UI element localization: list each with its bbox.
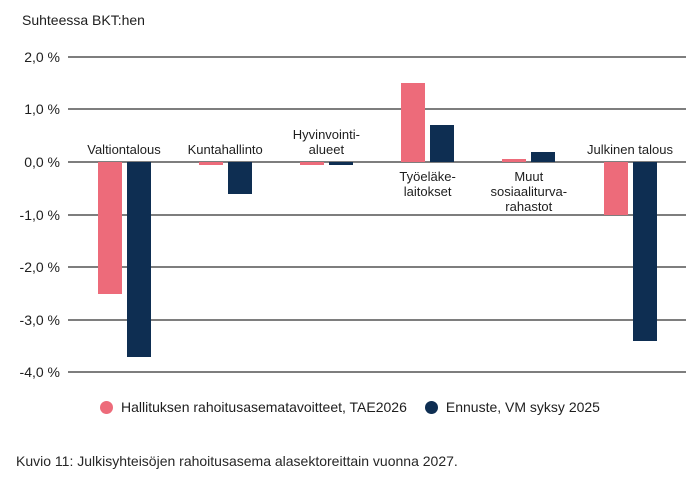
category-label: Valtiontalous xyxy=(87,142,161,157)
bar xyxy=(430,125,455,162)
y-axis-tick-label: 0,0 % xyxy=(24,154,60,170)
bar xyxy=(603,162,628,215)
category-label: Hyvinvointi- alueet xyxy=(292,127,360,157)
y-axis-tick-label: -1,0 % xyxy=(19,207,60,223)
figure-caption: Kuvio 11: Julkisyhteisöjen rahoitusasema… xyxy=(16,453,458,469)
legend-dot-icon xyxy=(424,400,438,414)
category-label: Kuntahallinto xyxy=(187,142,263,157)
y-axis-tick-label: 1,0 % xyxy=(24,101,60,117)
legend: Hallituksen rahoitusasematavoitteet, TAE… xyxy=(0,399,700,415)
y-axis-tick-label: 2,0 % xyxy=(24,49,60,65)
legend-dot-icon xyxy=(100,400,114,414)
y-axis-tick-label: -2,0 % xyxy=(19,259,60,275)
bar xyxy=(531,151,556,162)
bar xyxy=(401,83,426,162)
category-label: Työeläke- laitokset xyxy=(399,169,456,199)
legend-label: Ennuste, VM syksy 2025 xyxy=(445,399,600,415)
bar xyxy=(126,162,151,357)
category-label: Julkinen talous xyxy=(587,142,673,157)
gridline xyxy=(68,371,686,373)
y-axis-tick-label: -4,0 % xyxy=(19,364,60,380)
bar xyxy=(328,162,353,165)
bar xyxy=(227,162,252,194)
gridline xyxy=(68,319,686,321)
bar xyxy=(502,159,527,162)
gridline xyxy=(68,56,686,58)
gridline xyxy=(68,108,686,110)
legend-item-tae2026: Hallituksen rahoitusasematavoitteet, TAE… xyxy=(100,399,407,415)
bar xyxy=(97,162,122,294)
category-label: Muut sosiaaliturva- rahastot xyxy=(490,169,568,214)
y-axis-tick-label: -3,0 % xyxy=(19,312,60,328)
gridline xyxy=(68,214,686,216)
gridline xyxy=(68,266,686,268)
chart-title: Suhteessa BKT:hen xyxy=(22,12,145,28)
bar xyxy=(198,162,223,165)
bar xyxy=(299,162,324,165)
legend-label: Hallituksen rahoitusasematavoitteet, TAE… xyxy=(121,399,407,415)
gridline xyxy=(68,161,686,163)
legend-item-ennuste: Ennuste, VM syksy 2025 xyxy=(424,399,600,415)
bar xyxy=(632,162,657,341)
